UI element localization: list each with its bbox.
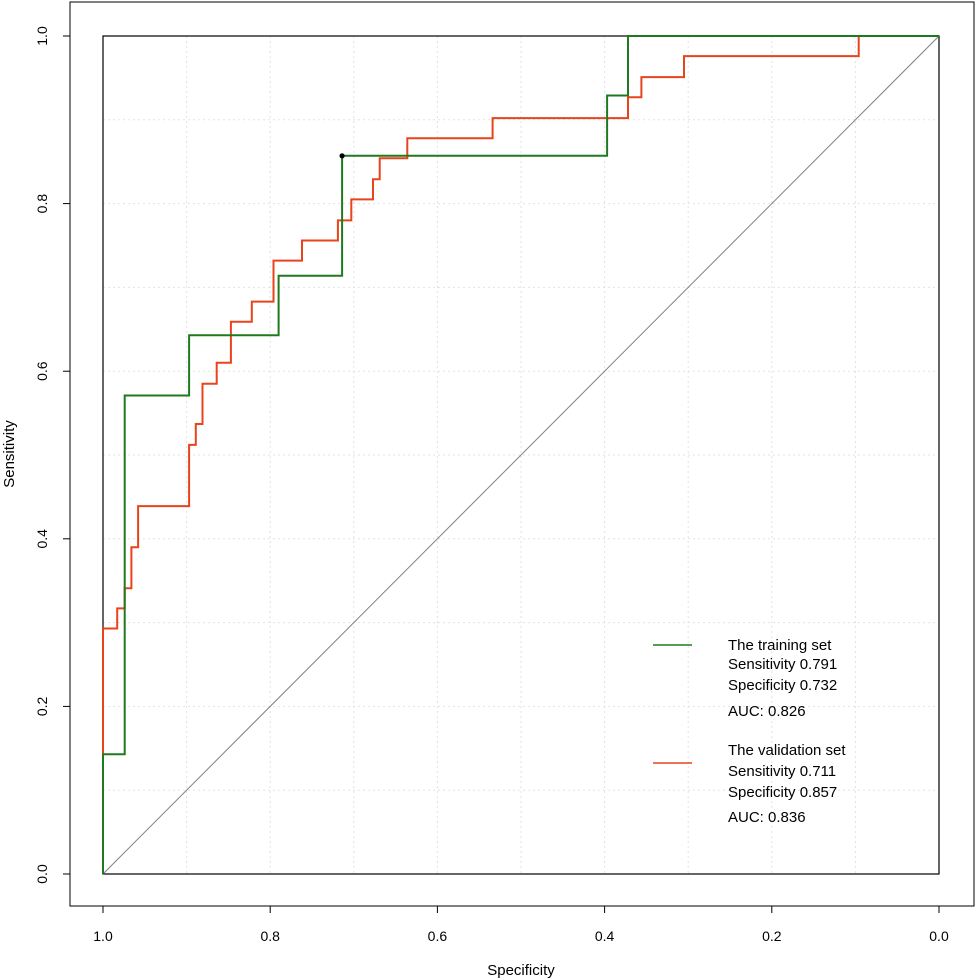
y-tick-label: 0.8 [34,194,50,214]
y-tick-label: 0.4 [34,529,50,549]
x-tick-label: 0.8 [260,928,280,944]
roc-box [102,35,940,875]
training-roc-curve [102,35,939,874]
y-axis-title: Sensitivity [1,420,18,488]
y-tick-label: 0.6 [34,361,50,381]
x-axis-title: Specificity [487,962,555,979]
x-axis: 1.0 0.8 0.6 0.4 0.2 0.0 [93,906,949,944]
x-tick-label: 0.2 [762,928,782,944]
legend-sensitivity-training: Sensitivity 0.791 [728,656,837,673]
series-layer [102,35,939,874]
validation-roc-curve [102,35,939,874]
x-tick-label: 1.0 [93,928,113,944]
y-tick-label: 1.0 [34,26,50,46]
chance-diagonal-line [102,35,940,875]
x-tick-label: 0.4 [595,928,615,944]
legend-specificity-training: Specificity 0.732 [728,677,837,694]
legend-title-training: The training set [728,637,832,654]
legend-auc-training: AUC: 0.826 [728,703,806,720]
optimal-cutoff-point [339,153,345,159]
legend-title-validation: The validation set [728,742,846,759]
legend: The training set Sensitivity 0.791 Speci… [653,637,846,826]
x-tick-label: 0.6 [428,928,448,944]
x-tick-label: 0.0 [929,928,949,944]
y-tick-label: 0.2 [34,696,50,716]
plot-frame [69,1,975,907]
legend-specificity-validation: Specificity 0.857 [728,784,837,801]
legend-sensitivity-validation: Sensitivity 0.711 [728,763,836,780]
legend-auc-validation: AUC: 0.836 [728,809,806,826]
y-axis: 0.0 0.2 0.4 0.6 0.8 1.0 [34,26,70,884]
reference-layer [102,35,940,875]
y-tick-label: 0.0 [34,864,50,884]
